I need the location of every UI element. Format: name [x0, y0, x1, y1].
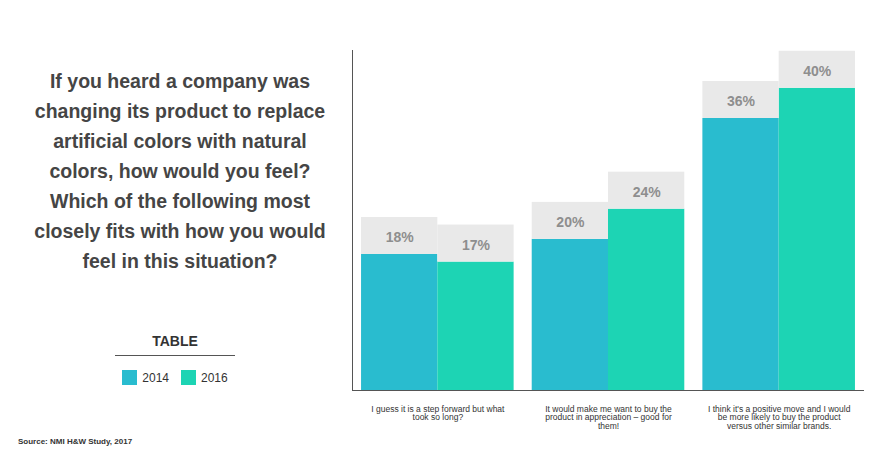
- svg-text:I think it's a positive move a: I think it's a positive move and I would…: [708, 404, 851, 431]
- html-text:2016: 2016: [201, 370, 228, 385]
- html-text:Source: NMI H&W Study, 2017: Source: NMI H&W Study, 2017: [18, 437, 133, 446]
- svg-text:17%: 17%: [462, 237, 491, 253]
- svg-text:40%: 40%: [803, 63, 832, 79]
- svg-text:18%: 18%: [386, 229, 415, 245]
- svg-text:20%: 20%: [556, 214, 585, 230]
- svg-text:I guess it is a step forward b: I guess it is a step forward but whattoo…: [371, 404, 505, 423]
- html-text:If you heard a company was cha: If you heard a company was changing its …: [34, 70, 326, 272]
- svg-text:36%: 36%: [727, 93, 756, 109]
- svg-text:24%: 24%: [633, 184, 662, 200]
- html-text:2014: 2014: [142, 370, 169, 385]
- html-text:TABLE: TABLE: [152, 333, 198, 349]
- svg-text:It would make me want to buy t: It would make me want to buy theproduct …: [545, 404, 672, 431]
